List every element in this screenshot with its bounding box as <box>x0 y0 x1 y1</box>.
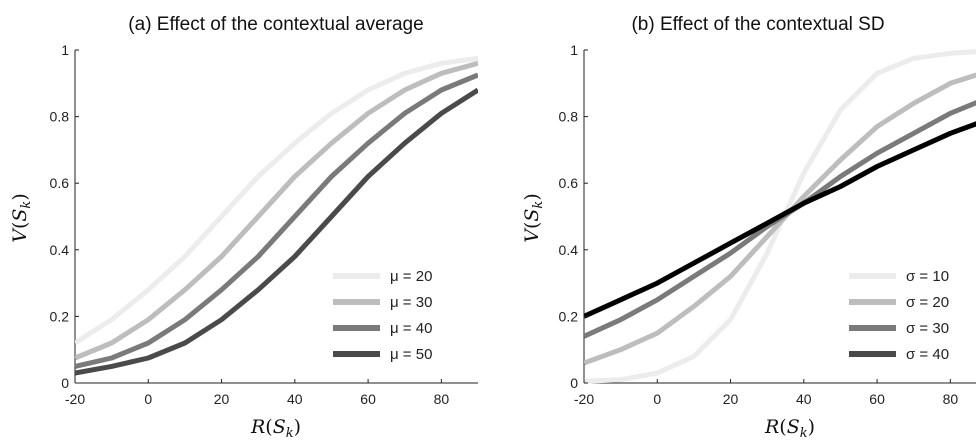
y-tick-label: 0 <box>570 375 578 391</box>
legend-label: σ = 40 <box>906 346 949 363</box>
legend-label: σ = 20 <box>906 294 949 311</box>
x-tick-label: -20 <box>65 391 85 407</box>
legend-label: σ = 10 <box>906 268 949 285</box>
panel-b-ylabel: V(Sk) <box>521 193 546 243</box>
series-line-1 <box>75 55 478 346</box>
x-tick-label: 0 <box>653 391 661 407</box>
legend-label: σ = 30 <box>906 320 949 337</box>
curves <box>75 55 478 376</box>
panel-a-title: (a) Effect of the contextual average <box>128 14 423 35</box>
legend-label: μ = 50 <box>390 346 432 363</box>
y-tick-label: 0.2 <box>559 308 579 324</box>
panel-b-title: (b) Effect of the contextual SD <box>631 14 884 35</box>
series-line-3 <box>75 72 478 369</box>
x-tick-label: 40 <box>287 391 303 407</box>
x-tick-label: 40 <box>796 391 812 407</box>
x-tick-label: -20 <box>574 391 594 407</box>
y-tick-label: 0.4 <box>559 242 579 258</box>
y-tick-label: 1 <box>61 42 69 58</box>
legend-label: μ = 30 <box>390 294 432 311</box>
y-tick-label: 0.2 <box>50 308 70 324</box>
panel-a-ylabel: V(Sk) <box>9 193 34 243</box>
series-line-4 <box>75 87 478 376</box>
legend: μ = 20 μ = 30 μ = 40 μ = 50 <box>333 268 432 363</box>
panel-a-contextual-average: (a) Effect of the contextual average 0 0.… <box>9 14 478 441</box>
legend: σ = 10 σ = 20 σ = 30 σ = 40 <box>849 268 949 363</box>
legend-label: μ = 20 <box>390 268 432 285</box>
panel-a-plot-area: 00.20.40.60.81-20 0 20 40 60 80μ = 20μ = 30μ … <box>50 42 478 407</box>
y-tick-label: 0.6 <box>559 175 579 191</box>
x-tick-label: 20 <box>214 391 230 407</box>
x-tick-label: 60 <box>869 391 885 407</box>
x-tick-label: 0 <box>144 391 152 407</box>
y-tick-label: 0.6 <box>50 175 70 191</box>
y-tick-label: 1 <box>570 42 578 58</box>
y-tick-label: 0.4 <box>50 242 70 258</box>
curves <box>584 49 976 384</box>
x-tick-label: 20 <box>723 391 739 407</box>
panel-a-xlabel: R(Sk) <box>250 416 301 441</box>
y-tick-label: 0.8 <box>559 109 579 125</box>
x-tick-label: 80 <box>943 391 959 407</box>
legend-label: μ = 40 <box>390 320 432 337</box>
y-tick-label: 0 <box>61 375 69 391</box>
panel-b-plot-area: 00.20.40.60.81-20 0 20 40 60 80σ = 10σ = 20σ … <box>559 42 976 407</box>
x-tick-label: 80 <box>434 391 450 407</box>
y-tick-label: 0.8 <box>50 109 70 125</box>
series-line-2 <box>75 60 478 361</box>
series-line-4 <box>584 121 976 319</box>
panel-b-contextual-sd: (b) Effect of the contextual SD 0 0.2 0.4 0… <box>521 14 976 441</box>
x-tick-label: 60 <box>360 391 376 407</box>
panel-b-xlabel: R(Sk) <box>764 416 815 441</box>
